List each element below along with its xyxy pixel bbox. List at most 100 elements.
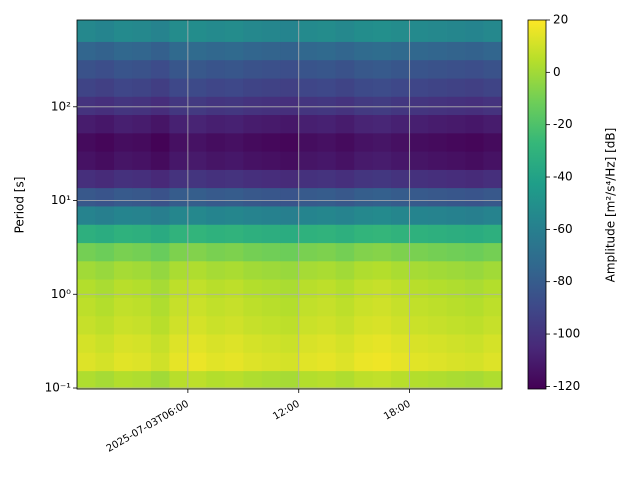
heatmap-cell — [224, 59, 244, 79]
heatmap-cell — [132, 151, 152, 170]
colorbar-tick-label: 0 — [553, 65, 561, 79]
heatmap-cell — [261, 187, 281, 207]
heatmap-cell — [132, 352, 152, 372]
heatmap-cell — [428, 187, 447, 207]
heatmap-cell — [335, 206, 355, 225]
heatmap-cell — [335, 151, 355, 170]
heatmap-cell — [446, 242, 466, 262]
heatmap-cell — [169, 297, 189, 317]
heatmap-cell — [95, 20, 115, 42]
heatmap-cell — [243, 334, 263, 353]
heatmap-cell — [465, 114, 484, 134]
heatmap-cell — [465, 315, 484, 335]
heatmap-cell — [335, 260, 355, 280]
heatmap-cell — [224, 206, 244, 225]
heatmap-cell — [372, 315, 392, 335]
heatmap-cell — [483, 187, 503, 207]
heatmap-cell — [280, 260, 300, 280]
heatmap-cell — [169, 96, 189, 116]
heatmap-cell — [224, 96, 244, 116]
heatmap-cell — [113, 242, 133, 262]
heatmap-cell — [243, 206, 263, 225]
heatmap-cell — [150, 206, 170, 225]
heatmap-cell — [483, 132, 503, 152]
heatmap-cell — [446, 169, 466, 189]
heatmap-cell — [224, 151, 244, 170]
heatmap-cell — [391, 169, 411, 189]
heatmap-cell — [372, 260, 392, 280]
heatmap-cell — [150, 315, 170, 335]
heatmap-cell — [317, 59, 337, 79]
heatmap-cell — [132, 187, 152, 207]
heatmap-cell — [95, 370, 115, 390]
heatmap-cell — [132, 78, 152, 97]
heatmap-cell — [354, 224, 374, 244]
heatmap-cell — [354, 352, 374, 372]
heatmap-cell — [298, 78, 318, 97]
y-tick-label: 10¹ — [51, 193, 71, 207]
heatmap-cell — [77, 132, 96, 152]
heatmap-cell — [465, 59, 484, 79]
heatmap-cell — [372, 59, 392, 79]
heatmap-cell — [317, 41, 337, 61]
heatmap-cell — [317, 224, 337, 244]
heatmap-cell — [77, 41, 96, 61]
heatmap-cell — [335, 169, 355, 189]
heatmap-cell — [483, 279, 503, 298]
heatmap-cell — [132, 370, 152, 390]
heatmap-cell — [132, 41, 152, 61]
heatmap-cell — [95, 315, 115, 335]
colorbar-tick-label: -120 — [553, 379, 580, 393]
heatmap-cell — [483, 297, 503, 317]
heatmap-cell — [95, 260, 115, 280]
heatmap-cell — [187, 59, 207, 79]
y-axis-label: Period [s] — [13, 177, 27, 234]
heatmap-cell — [206, 297, 226, 317]
heatmap-cell — [354, 96, 374, 116]
heatmap-cell — [187, 151, 207, 170]
heatmap-cell — [95, 96, 115, 116]
heatmap-cell — [169, 59, 189, 79]
heatmap-cell — [187, 297, 207, 317]
heatmap-cell — [335, 20, 355, 42]
heatmap-cell — [317, 260, 337, 280]
heatmap-cell — [169, 169, 189, 189]
heatmap-cell — [243, 242, 263, 262]
heatmap-cell — [483, 352, 503, 372]
heatmap-cell — [243, 96, 263, 116]
heatmap-cell — [409, 352, 429, 372]
heatmap-cell — [446, 78, 466, 97]
heatmap-cell — [483, 96, 503, 116]
heatmap-cell — [169, 260, 189, 280]
heatmap-cell — [150, 260, 170, 280]
colorbar — [527, 19, 547, 390]
y-tick-label: 10⁻¹ — [45, 381, 72, 395]
heatmap-cell — [372, 352, 392, 372]
heatmap-cell — [409, 59, 429, 79]
heatmap-cell — [428, 334, 447, 353]
heatmap-cell — [224, 132, 244, 152]
heatmap-cell — [187, 315, 207, 335]
heatmap-cell — [391, 242, 411, 262]
heatmap-cell — [113, 59, 133, 79]
heatmap-cell — [280, 59, 300, 79]
heatmap-cell — [113, 114, 133, 134]
heatmap-cell — [187, 114, 207, 134]
heatmap-cell — [132, 114, 152, 134]
heatmap-cell — [224, 224, 244, 244]
heatmap-cell — [317, 78, 337, 97]
heatmap-cell — [206, 187, 226, 207]
heatmap-cell — [446, 132, 466, 152]
heatmap-cell — [483, 20, 503, 42]
heatmap-cell — [113, 297, 133, 317]
heatmap-cell — [243, 260, 263, 280]
heatmap-cell — [261, 260, 281, 280]
heatmap-cell — [224, 114, 244, 134]
heatmap-cell — [391, 132, 411, 152]
heatmap-cell — [483, 242, 503, 262]
heatmap-cell — [261, 224, 281, 244]
heatmap-cell — [169, 352, 189, 372]
heatmap-cell — [95, 151, 115, 170]
heatmap-cell — [465, 41, 484, 61]
